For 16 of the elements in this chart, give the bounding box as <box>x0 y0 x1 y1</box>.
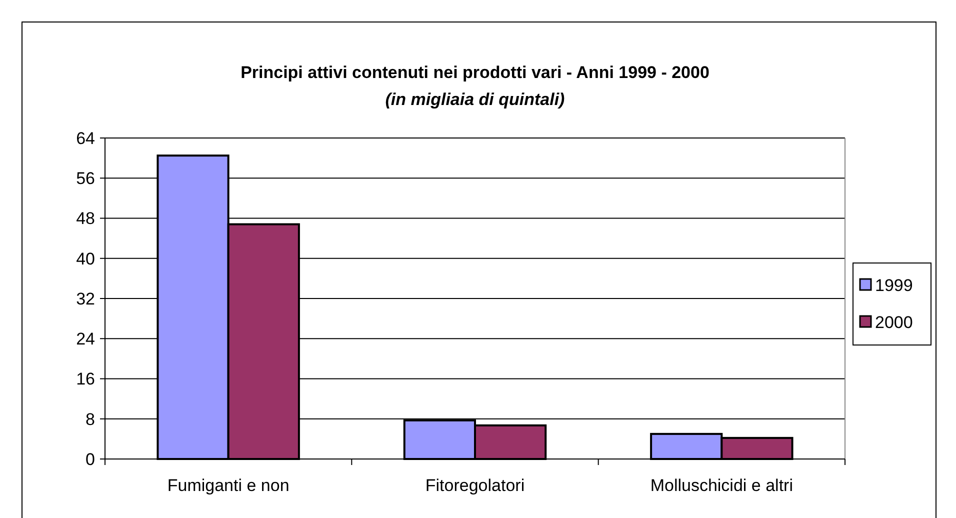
chart-title: Principi attivi contenuti nei prodotti vari - Anni 1999 - 2000 <box>240 63 710 82</box>
y-tick-label: 48 <box>76 209 95 228</box>
legend-label: 1999 <box>875 276 913 295</box>
legend-label: 2000 <box>875 312 913 332</box>
y-tick-label: 16 <box>76 370 95 389</box>
y-tick-label: 64 <box>76 128 95 148</box>
y-tick-label: 32 <box>76 289 95 308</box>
y-tick-label: 8 <box>86 410 95 429</box>
y-tick-label: 0 <box>86 450 95 469</box>
y-tick-label: 56 <box>76 169 95 188</box>
x-tick-label: Molluschicidi e altri <box>650 476 794 495</box>
chart-subtitle: (in migliaia di quintali) <box>385 90 566 109</box>
x-tick-label: Fitoregolatori <box>425 476 525 495</box>
y-tick-label: 40 <box>76 249 95 268</box>
y-tick-label: 24 <box>76 330 95 349</box>
x-tick-label: Fumiganti e non <box>167 476 290 495</box>
